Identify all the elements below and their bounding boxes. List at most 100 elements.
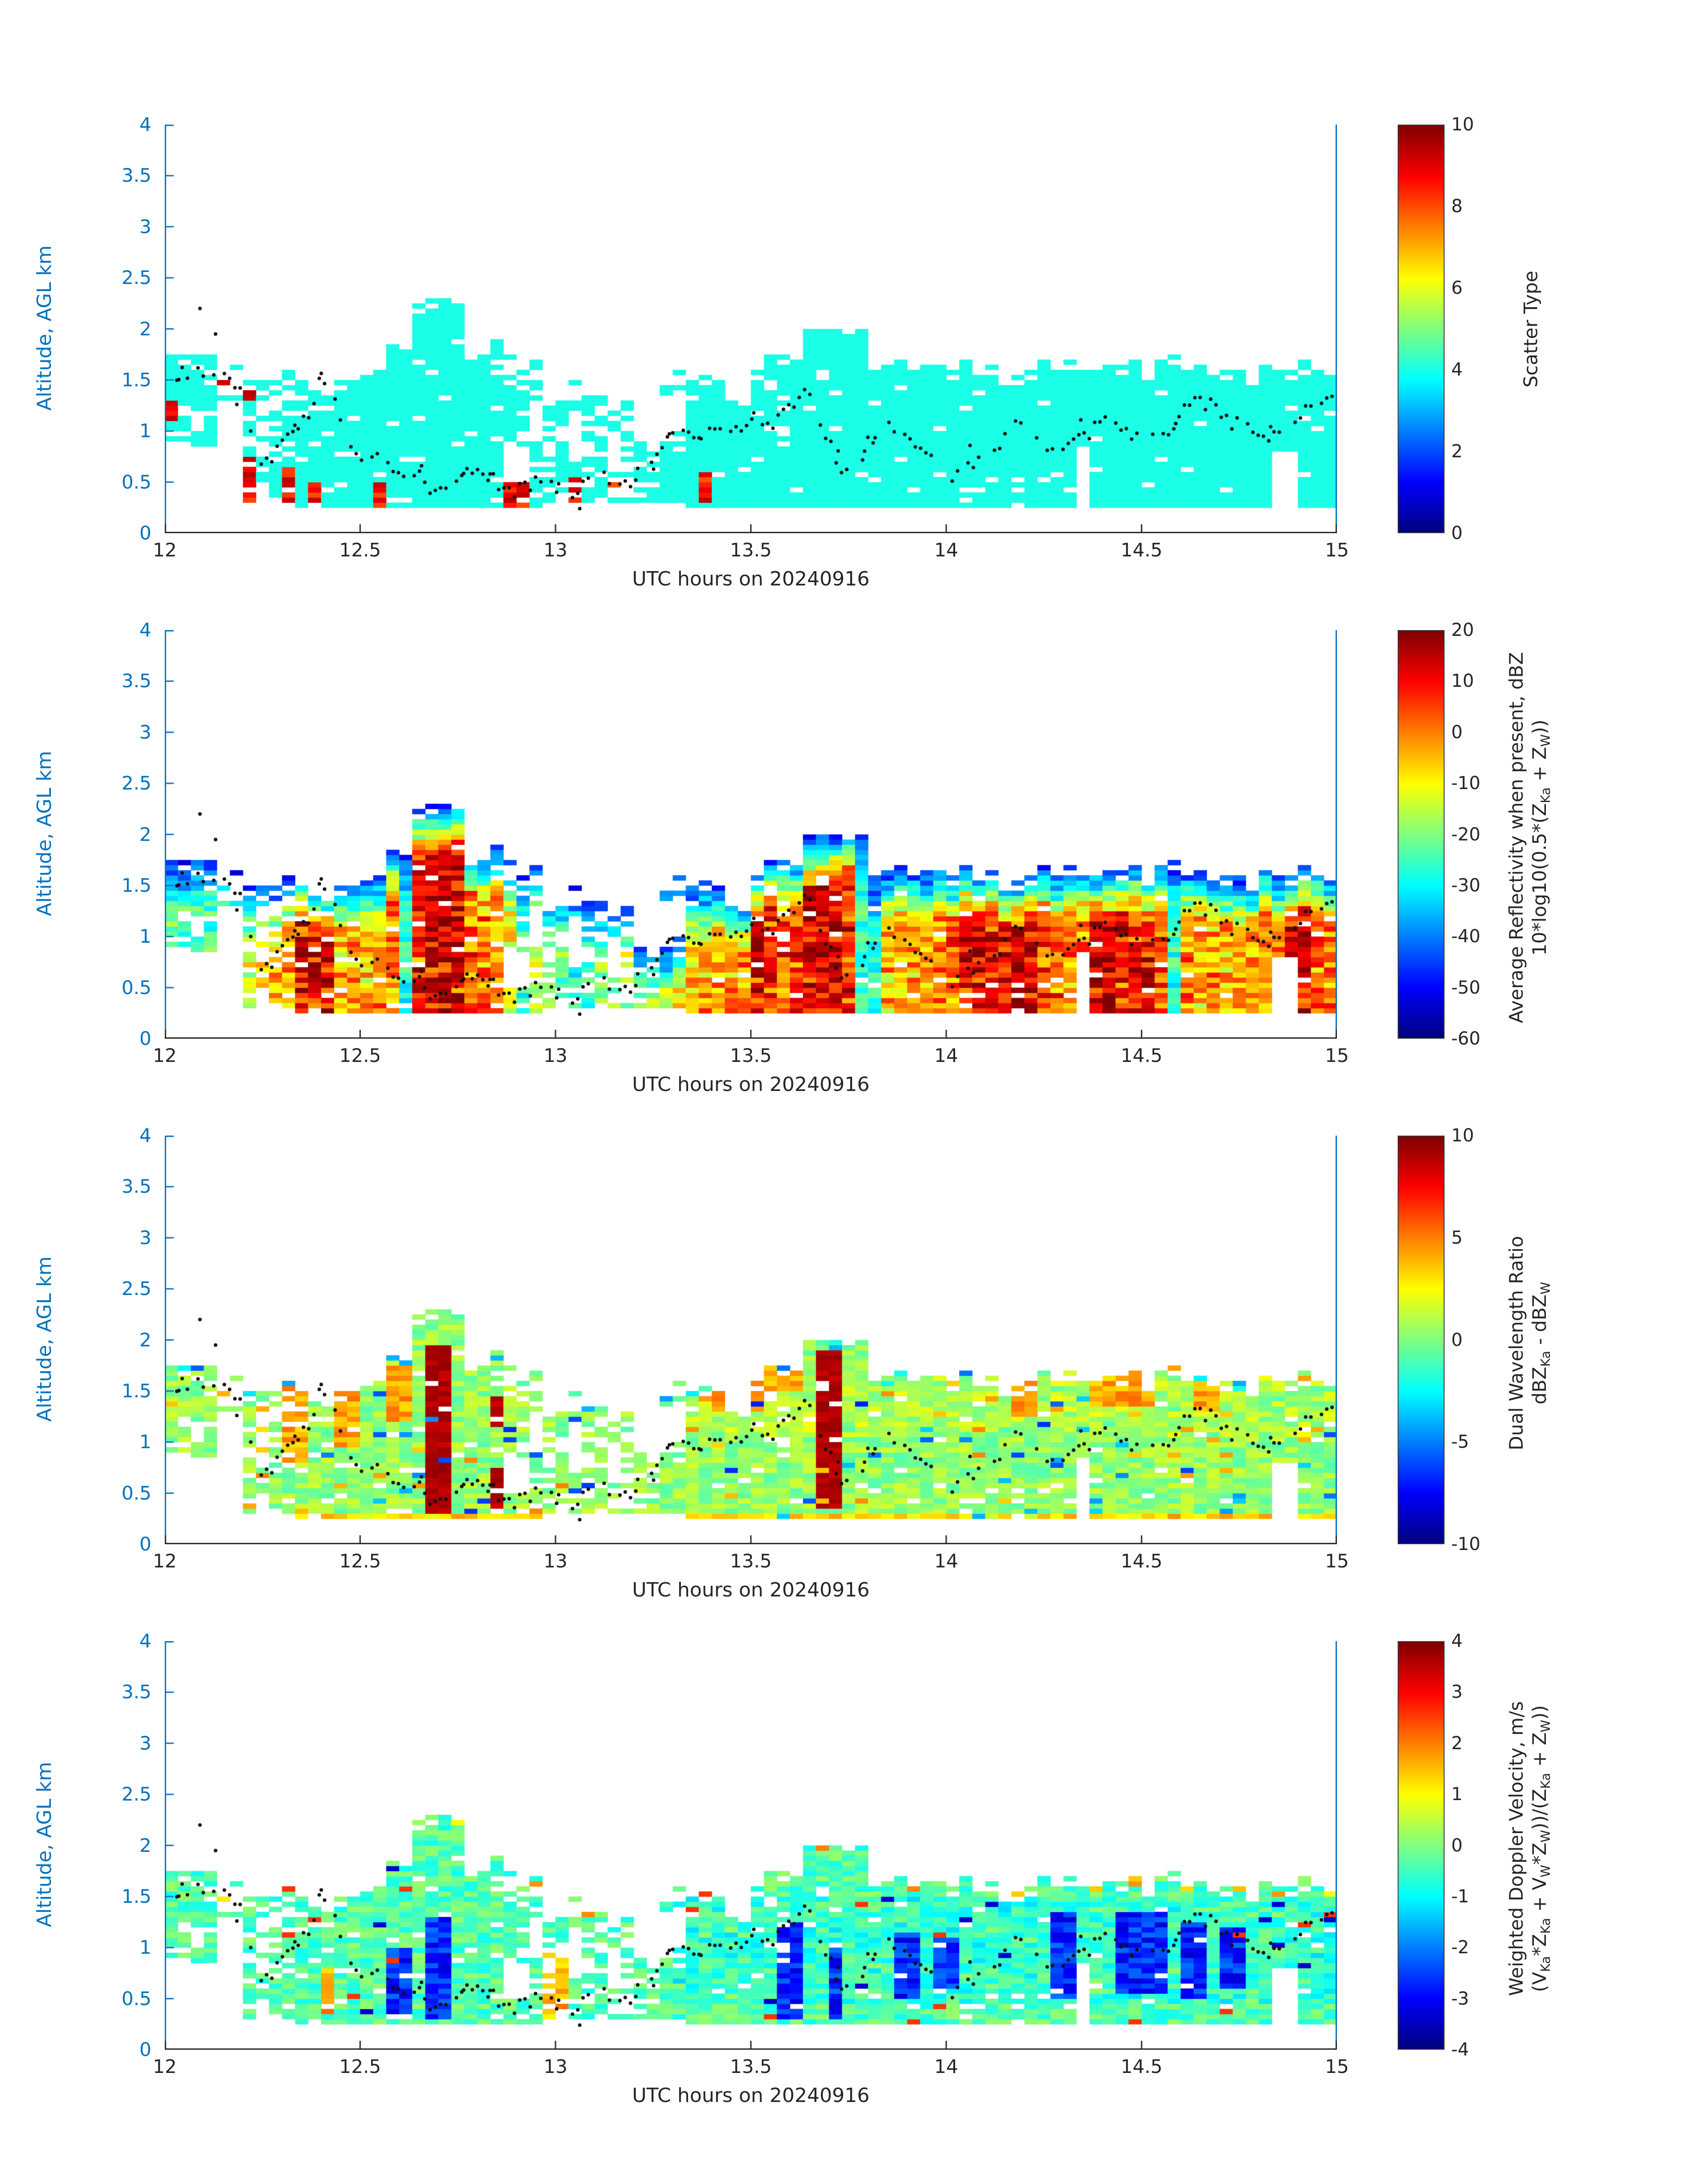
- x-tick-label: 14.5: [1120, 539, 1163, 561]
- colorbar-tick-labels: -4 -3 -2 -1 0 1 2 3 4: [1451, 1631, 1523, 2060]
- y-tick-label: 0: [139, 2039, 151, 2060]
- colorbar-tick-label: -3: [1451, 1988, 1469, 2009]
- label-text: + V: [1528, 1877, 1550, 1918]
- colorbar-label-line: (VKa*ZKa + VW*ZW))/(ZKa + ZW)): [1528, 1644, 1557, 2053]
- y-tick-label: 2.5: [121, 267, 151, 289]
- subscript: W: [1537, 1830, 1553, 1843]
- y-tick-labels: 0 0.5 1 1.5 2 2.5 3 3.5 4: [0, 619, 159, 1049]
- x-tick-label: 12.5: [339, 1045, 381, 1066]
- x-tick-label: 14: [934, 1550, 958, 1572]
- subscript: Ka: [1537, 1772, 1553, 1789]
- colorbar-reflectivity: [1398, 630, 1445, 1039]
- x-tick-label: 14: [934, 539, 958, 561]
- x-tick-label: 15: [1325, 1045, 1349, 1066]
- colorbar-tick-label: -20: [1451, 824, 1481, 845]
- y-tick-label: 2: [139, 1329, 151, 1351]
- subscript: Ka: [1537, 1350, 1553, 1367]
- colorbar-scatter-type: [1398, 125, 1445, 533]
- colorbar-tick-label: -4: [1451, 2039, 1469, 2060]
- colorbar-label-line: 10*log10(0.5*(ZKa + ZW)): [1528, 633, 1557, 1042]
- colorbar-label: Weighted Doppler Velocity, m/s (VKa*ZKa +…: [1504, 1644, 1557, 2053]
- x-tick-label: 13.5: [730, 539, 772, 561]
- colorbar-label-line: Average Reflectivity when present, dBZ: [1504, 633, 1528, 1042]
- panel-weighted-doppler-velocity: Altitude, AGL km 0 0.5 1 1.5 2 2.5 3 3.5 4 12 12.…: [0, 1630, 1708, 2168]
- y-tick-label: 2.5: [121, 1783, 151, 1805]
- y-tick-label: 2: [139, 823, 151, 845]
- y-tick-label: 3: [139, 1732, 151, 1754]
- y-tick-label: 0.5: [121, 976, 151, 999]
- x-tick-label: 14.5: [1120, 1550, 1163, 1572]
- colorbar-tick-label: 2: [1451, 441, 1463, 462]
- y-tick-label: 0: [139, 1028, 151, 1049]
- y-tick-label: 4: [139, 619, 151, 641]
- label-text: )): [1528, 1705, 1550, 1720]
- label-text: Average Reflectivity when present, dBZ: [1505, 652, 1527, 1023]
- colorbar-tick-label: -5: [1451, 1432, 1469, 1453]
- colorbar-tick-label: -10: [1451, 773, 1481, 794]
- x-tick-label: 12.5: [339, 539, 381, 561]
- label-text: Weighted Doppler Velocity, m/s: [1505, 1701, 1527, 1996]
- colorbar-tick-label: 10: [1451, 114, 1474, 135]
- heatmap-canvas-velocity: [165, 1641, 1337, 2050]
- heatmap-canvas-scatter-type: [165, 125, 1337, 533]
- colorbar-tick-label: -50: [1451, 977, 1481, 998]
- y-tick-label: 1.5: [121, 1885, 151, 1907]
- x-tick-labels: 12 12.5 13 13.5 14 14.5 15: [153, 1045, 1349, 1072]
- y-tick-label: 1: [139, 925, 151, 948]
- colorbar-tick-labels: -10 -5 0 5 10: [1451, 1125, 1523, 1554]
- y-tick-label: 0: [139, 522, 151, 544]
- x-tick-label: 13: [543, 1550, 568, 1572]
- x-tick-label: 14: [934, 2056, 958, 2077]
- x-tick-label: 12: [153, 1550, 177, 1572]
- x-tick-label: 13.5: [730, 2056, 772, 2077]
- colorbar-tick-label: 4: [1451, 359, 1463, 380]
- colorbar-tick-label: 6: [1451, 278, 1463, 298]
- colorbar-tick-label: 0: [1451, 722, 1463, 743]
- x-tick-label: 12.5: [339, 2056, 381, 2077]
- x-tick-label: 15: [1325, 1550, 1349, 1572]
- colorbar-tick-label: -2: [1451, 1937, 1469, 1958]
- y-tick-labels: 0 0.5 1 1.5 2 2.5 3 3.5 4: [0, 114, 159, 544]
- y-tick-labels: 0 0.5 1 1.5 2 2.5 3 3.5 4: [0, 1630, 159, 2060]
- x-axis-label: UTC hours on 20240916: [632, 2084, 870, 2107]
- colorbar-tick-label: -1: [1451, 1886, 1469, 1907]
- label-text: dBZ: [1528, 1366, 1550, 1404]
- colorbar-tick-label: -40: [1451, 926, 1481, 947]
- subscript: W: [1537, 1282, 1553, 1295]
- y-tick-label: 3.5: [121, 1175, 151, 1198]
- colorbar-tick-label: 0: [1451, 523, 1463, 543]
- colorbar-tick-label: 5: [1451, 1227, 1463, 1248]
- x-tick-label: 12: [153, 1045, 177, 1066]
- y-tick-label: 1.5: [121, 874, 151, 896]
- x-tick-label: 15: [1325, 2056, 1349, 2077]
- y-tick-label: 3.5: [121, 164, 151, 187]
- x-tick-label: 13: [543, 1045, 568, 1066]
- label-text: *Z: [1528, 1933, 1550, 1956]
- subscript: Ka: [1537, 787, 1553, 803]
- label-text: (V: [1528, 1972, 1550, 1992]
- label-text: Dual Wavelength Ratio: [1505, 1236, 1527, 1450]
- y-tick-label: 2.5: [121, 1278, 151, 1300]
- subscript: Ka: [1537, 1918, 1553, 1934]
- subscript: Ka: [1537, 1956, 1553, 1972]
- panel-average-reflectivity: Altitude, AGL km 0 0.5 1 1.5 2 2.5 3 3.5 4 12 12.…: [0, 619, 1708, 1157]
- x-tick-label: 15: [1325, 539, 1349, 561]
- y-tick-label: 0.5: [121, 471, 151, 493]
- colorbar-tick-label: 4: [1451, 1631, 1463, 1651]
- panel-scatter-type: Altitude, AGL km 0 0.5 1 1.5 2 2.5 3 3.5 4 12 12.…: [0, 114, 1708, 652]
- y-tick-label: 3: [139, 1226, 151, 1249]
- label-text: - dBZ: [1528, 1294, 1550, 1351]
- x-tick-label: 14: [934, 1045, 958, 1066]
- y-tick-label: 2: [139, 318, 151, 340]
- y-tick-label: 4: [139, 1630, 151, 1652]
- colorbar-tick-labels: 0 2 4 6 8 10: [1451, 114, 1523, 543]
- colorbar-tick-label: -60: [1451, 1028, 1481, 1049]
- subscript: W: [1537, 734, 1553, 747]
- x-axis-label: UTC hours on 20240916: [632, 1579, 870, 1601]
- x-tick-label: 12: [153, 539, 177, 561]
- y-tick-label: 2.5: [121, 772, 151, 794]
- colorbar-tick-label: 20: [1451, 620, 1474, 640]
- x-tick-label: 12: [153, 2056, 177, 2077]
- x-axis-label: UTC hours on 20240916: [632, 1073, 870, 1096]
- subscript: W: [1537, 1864, 1553, 1877]
